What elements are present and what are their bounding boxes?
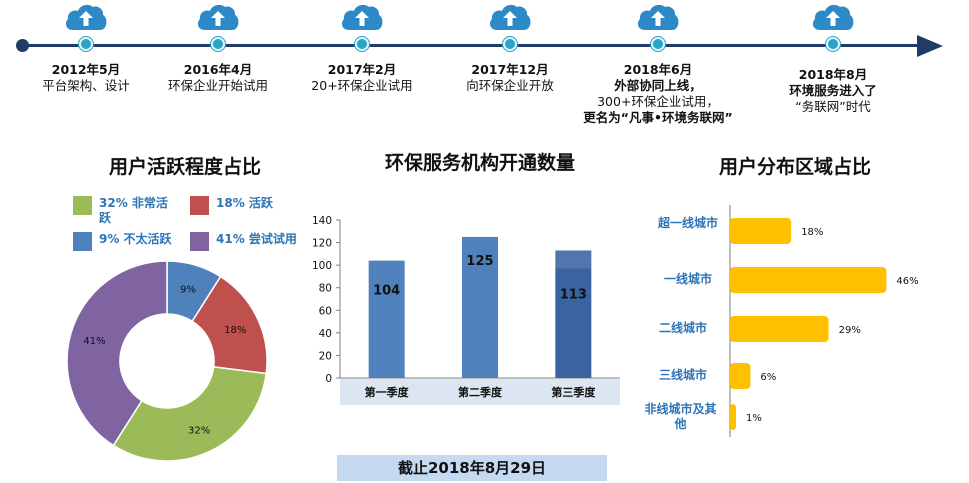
- milestone-description: 20+环保企业试用: [311, 78, 413, 93]
- bar: [368, 260, 405, 378]
- category-band: [340, 379, 620, 405]
- legend-swatch: [190, 232, 209, 251]
- timeline-line: [22, 44, 927, 47]
- region-bar-chart: 18% 46% 29% 6% 1%: [729, 205, 919, 437]
- y-tick-label: 40: [319, 328, 332, 340]
- milestone-description: “务联网”时代: [795, 99, 871, 114]
- region-bar: [730, 218, 792, 244]
- timeline-node: [355, 37, 369, 51]
- milestone-description: 环保企业开始试用: [167, 78, 268, 93]
- milestone-text: 2018年6月 外部协同上线， 300+环保企业试用， 更名为“凡事•环境务联网”: [578, 62, 738, 126]
- bar-value-label: 113: [560, 287, 587, 302]
- region-bar-value: 46%: [896, 276, 918, 287]
- bar: [462, 236, 498, 378]
- legend-label: 41% 尝试试用: [216, 232, 297, 246]
- timeline-node: [211, 37, 225, 51]
- y-tick-label: 120: [312, 238, 332, 250]
- bar-value-label: 104: [373, 284, 400, 299]
- region-bar-value: 18%: [801, 227, 823, 238]
- y-tick-label: 100: [312, 260, 332, 272]
- milestone-description: 外部协同上线，: [614, 78, 702, 93]
- region-category-label: 二线城市: [658, 321, 707, 335]
- legend-label: 9% 不太活跃: [99, 232, 172, 246]
- cloud-upload-icon: [810, 2, 856, 32]
- region-bar: [730, 404, 736, 430]
- cloud-upload-icon: [635, 2, 681, 32]
- cloud-upload-icon: [63, 2, 109, 32]
- bar-highlight: [555, 250, 592, 269]
- institutions-title: 环保服务机构开通数量: [384, 152, 575, 174]
- timeline-arrow-icon: [917, 35, 943, 57]
- y-tick-label: 0: [325, 373, 332, 385]
- cutoff-date-label: 截止2018年8月29日: [337, 455, 607, 481]
- milestone-date: 2018年8月: [798, 67, 868, 82]
- y-tick-label: 140: [312, 215, 332, 227]
- milestone-date: 2012年5月: [51, 62, 121, 77]
- milestone-date: 2018年6月: [623, 62, 693, 77]
- timeline-node: [79, 37, 93, 51]
- y-tick-label: 60: [319, 305, 332, 317]
- timeline-node: [503, 37, 517, 51]
- y-tick-label: 80: [319, 283, 332, 295]
- milestone-description: 更名为“凡事•环境务联网”: [583, 110, 733, 125]
- donut-slice-label: 41%: [83, 336, 105, 347]
- cloud-upload-icon: [339, 2, 385, 32]
- donut-slice: [66, 260, 168, 447]
- region-category-label: 三线城市: [658, 368, 707, 382]
- milestone-date: 2017年12月: [471, 62, 549, 77]
- region-bar-value: 29%: [839, 325, 861, 336]
- region-bar-value: 1%: [746, 413, 762, 424]
- region-bar-value: 6%: [760, 372, 776, 383]
- region-bar: [730, 363, 751, 389]
- milestone-text: 2017年2月 20+环保企业试用: [282, 62, 442, 94]
- timeline-node: [651, 37, 665, 51]
- milestone-description: 平台架构、设计: [42, 78, 130, 93]
- legend-item: 18% 活跃: [190, 196, 290, 215]
- x-tick-label: 第二季度: [458, 385, 503, 399]
- milestone-text: 2012年5月 平台架构、设计: [6, 62, 166, 94]
- timeline-node: [826, 37, 840, 51]
- cloud-upload-icon: [195, 2, 241, 32]
- milestone-date: 2016年4月: [183, 62, 253, 77]
- milestone-text: 2017年12月 向环保企业开放: [430, 62, 590, 94]
- legend-swatch: [190, 196, 209, 215]
- donut-slice-label: 32%: [188, 425, 210, 436]
- region-bar: [730, 316, 829, 342]
- activity-title: 用户活跃程度占比: [108, 156, 261, 178]
- milestone-description: 300+环保企业试用，: [597, 94, 719, 109]
- cloud-upload-icon: [487, 2, 533, 32]
- milestone-text: 2016年4月 环保企业开始试用: [138, 62, 298, 94]
- x-tick-label: 第三季度: [551, 385, 596, 399]
- legend-swatch: [73, 232, 92, 251]
- legend-label: 18% 活跃: [216, 196, 273, 210]
- region-bar: [730, 267, 887, 293]
- legend-item: 41% 尝试试用: [190, 232, 310, 251]
- x-tick-label: 第一季度: [365, 385, 410, 399]
- region-title: 用户分布区域占比: [718, 156, 871, 178]
- timeline-start-dot: [16, 39, 29, 52]
- legend-item: 9% 不太活跃: [73, 232, 183, 251]
- region-category-label: 超一线城市: [658, 216, 719, 230]
- donut-slice-label: 9%: [180, 284, 196, 295]
- milestone-description: 环境服务进入了: [789, 83, 877, 98]
- bar: [555, 250, 592, 378]
- legend-swatch: [73, 196, 92, 215]
- milestone-date: 2017年2月: [327, 62, 397, 77]
- milestone-description: 向环保企业开放: [466, 78, 554, 93]
- donut-chart: 9% 18% 32% 41%: [66, 260, 268, 462]
- bar-chart: 0 20 40 60 80 100 120 140 104 第一季度 125 第二季度 113 第三季度: [312, 215, 620, 405]
- region-category-label: 非线城市及其他: [644, 402, 717, 431]
- legend-item: 32% 非常活跃: [73, 196, 168, 226]
- milestone-text: 2018年8月 环境服务进入了 “务联网”时代: [753, 67, 913, 115]
- legend-label: 32% 非常活跃: [99, 196, 168, 225]
- region-category-label: 一线城市: [663, 272, 712, 286]
- donut-slice-label: 18%: [224, 325, 246, 336]
- bar-value-label: 125: [466, 254, 493, 269]
- y-tick-label: 20: [319, 350, 332, 362]
- donut-slice: [112, 366, 268, 462]
